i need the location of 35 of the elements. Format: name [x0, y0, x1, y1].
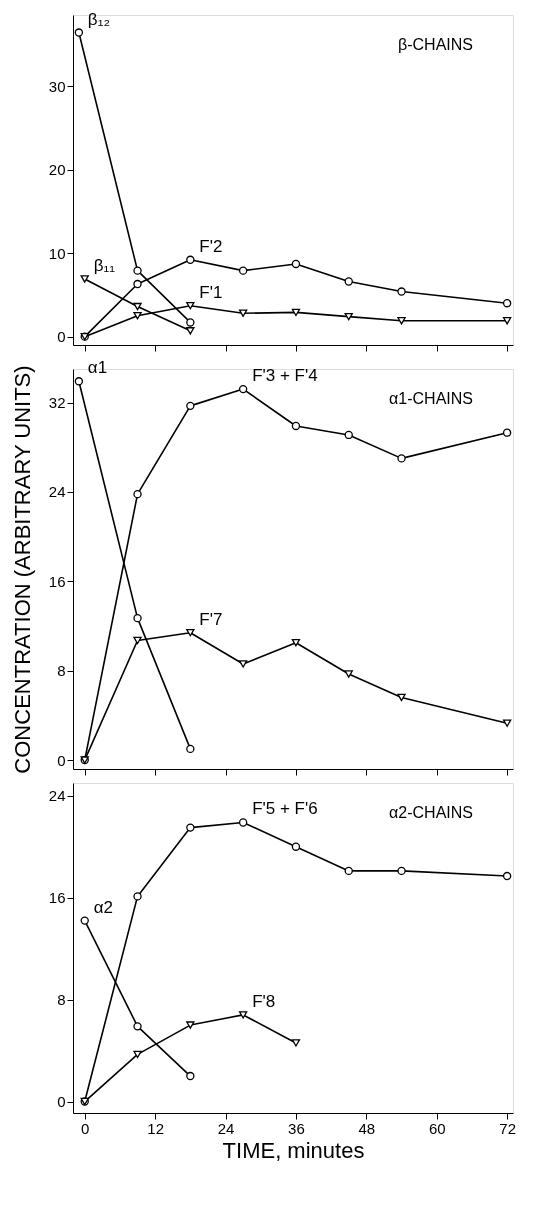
annotation: α1-CHAINS — [389, 390, 473, 407]
y-tick-label: 0 — [57, 751, 66, 769]
x-tick-label: 24 — [217, 1119, 235, 1137]
y-axis-title: CONCENTRATION (ARBITRARY UNITS) — [9, 365, 35, 774]
series-label: F'8 — [252, 991, 276, 1011]
y-tick-label: 30 — [48, 77, 66, 95]
annotation: α2-CHAINS — [389, 804, 473, 821]
series-label: F'7 — [199, 609, 223, 629]
x-tick-label: 60 — [428, 1119, 446, 1137]
series-label: F'3 + F'4 — [252, 366, 318, 386]
x-tick-label: 72 — [499, 1119, 516, 1137]
x-tick-label: 36 — [288, 1119, 305, 1137]
series-label: β₁₁ — [93, 256, 116, 275]
y-tick-label: 24 — [48, 787, 66, 805]
series-label: F'2 — [199, 236, 223, 256]
x-axis-title: TIME, minutes — [222, 1137, 365, 1163]
x-tick-label: 12 — [147, 1119, 164, 1137]
series-label: F'5 + F'6 — [252, 799, 318, 819]
x-tick-label: 0 — [81, 1119, 90, 1137]
y-tick-label: 8 — [57, 991, 66, 1009]
y-tick-label: 16 — [48, 889, 66, 907]
x-tick-label: 48 — [358, 1119, 376, 1137]
y-tick-label: 10 — [48, 244, 66, 262]
annotation: β-CHAINS — [398, 36, 473, 53]
series-label: α1 — [87, 358, 108, 378]
series-label: F'1 — [199, 282, 223, 302]
y-tick-label: 20 — [48, 161, 66, 179]
series-label: α2 — [93, 897, 114, 917]
y-tick-label: 8 — [57, 662, 66, 680]
y-tick-label: 32 — [48, 394, 66, 412]
series-label: β₁₂ — [87, 9, 110, 29]
y-tick-label: 0 — [57, 328, 66, 346]
y-tick-label: 0 — [57, 1093, 66, 1111]
y-tick-label: 24 — [48, 483, 66, 501]
y-tick-label: 16 — [48, 572, 66, 590]
